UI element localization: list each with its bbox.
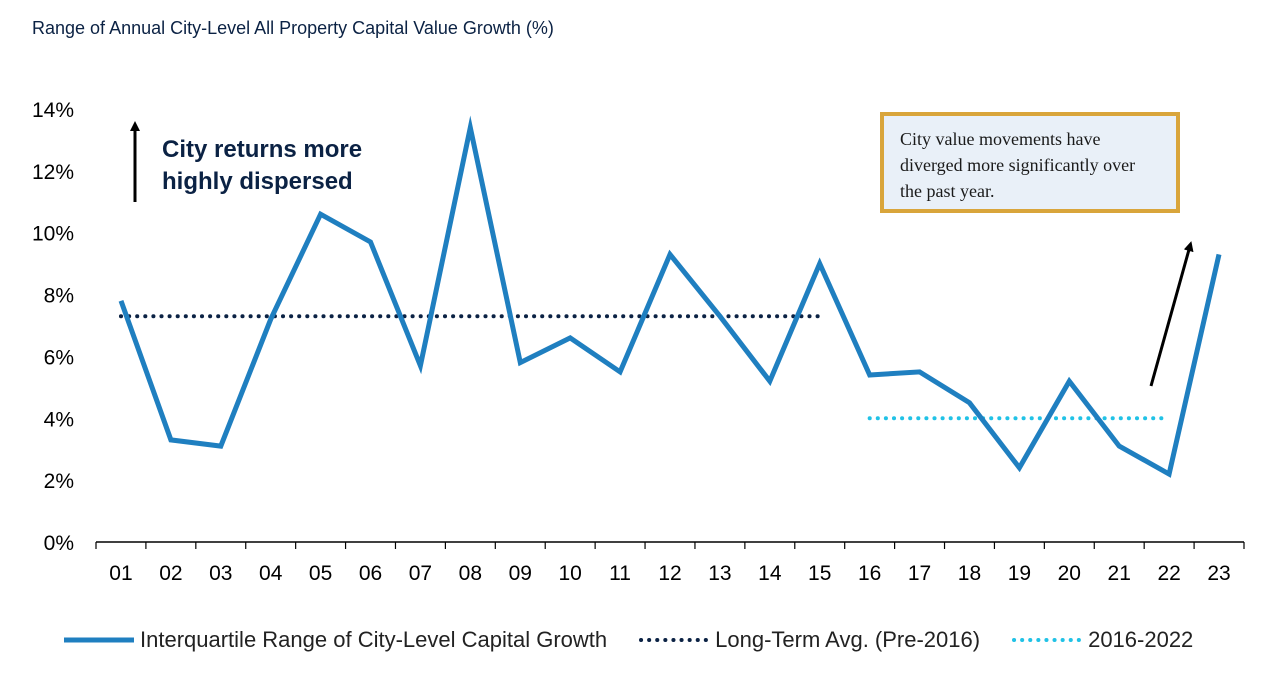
- legend-item-long-term-avg: Long-Term Avg. (Pre-2016): [639, 627, 980, 653]
- axes: 01 02 03 04 05 06 07 08 09 10 11 12 13 14 15 16 17 18 19 20…: [32, 99, 1245, 585]
- dispersion-annotation: City returns more highly dispersed: [162, 136, 363, 195]
- legend-label-2016-2022: 2016-2022: [1088, 627, 1194, 652]
- x-tick-label: 16: [858, 562, 881, 585]
- divergence-callout: City value movements have diverged more …: [880, 112, 1180, 213]
- y-tick-label: 14%: [32, 99, 74, 122]
- x-tick-label: 12: [658, 562, 681, 585]
- legend-swatch-long-term-avg: [639, 638, 710, 642]
- legend: Interquartile Range of City-Level Capita…: [64, 620, 1225, 660]
- x-tick-label: 15: [808, 562, 831, 585]
- x-tick-label: 23: [1207, 562, 1230, 585]
- x-tick-label: 11: [609, 562, 631, 585]
- x-tick-label: 14: [758, 562, 782, 585]
- x-tick-label: 13: [708, 562, 731, 585]
- y-tick-label: 2%: [44, 470, 74, 493]
- y-tick-label: 12%: [32, 161, 74, 184]
- arrows: [130, 121, 1194, 387]
- y-tick-label: 8%: [44, 285, 74, 308]
- legend-swatch-2016-2022: [1012, 638, 1083, 642]
- x-tick-label: 08: [459, 562, 482, 585]
- x-tick-label: 20: [1058, 562, 1081, 585]
- legend-item-2016-2022: 2016-2022: [1012, 627, 1193, 653]
- y-tick-label: 6%: [44, 346, 74, 369]
- x-tick-label: 06: [359, 562, 382, 585]
- x-tick-label: 17: [908, 562, 931, 585]
- x-tick-label: 05: [309, 562, 332, 585]
- chart-title: Range of Annual City-Level All Property …: [32, 18, 554, 38]
- divergence-up-arrow: [1149, 241, 1194, 387]
- x-tick-label: 09: [509, 562, 532, 585]
- x-tick-label: 22: [1157, 562, 1180, 585]
- series-lines: [118, 115, 1222, 478]
- x-tick-label: 18: [958, 562, 981, 585]
- x-tick-label: 03: [209, 562, 232, 585]
- legend-label-iqr: Interquartile Range of City-Level Capita…: [140, 627, 608, 652]
- x-tick-label: 04: [259, 562, 283, 585]
- legend-swatch-iqr: [64, 637, 134, 643]
- x-tick-label: 19: [1008, 562, 1031, 585]
- x-tick-label: 07: [409, 562, 432, 585]
- average-lines: [118, 314, 1172, 421]
- legend-label-long-term-avg: Long-Term Avg. (Pre-2016): [715, 627, 981, 652]
- y-tick-label: 0%: [44, 532, 74, 555]
- legend-item-iqr: Interquartile Range of City-Level Capita…: [64, 627, 607, 653]
- x-tick-label: 21: [1108, 562, 1131, 585]
- x-tick-label: 10: [558, 562, 581, 585]
- x-tick-label: 02: [159, 562, 182, 585]
- y-tick-label: 4%: [44, 408, 74, 431]
- y-tick-label: 10%: [32, 223, 74, 246]
- x-tick-label: 01: [109, 562, 132, 585]
